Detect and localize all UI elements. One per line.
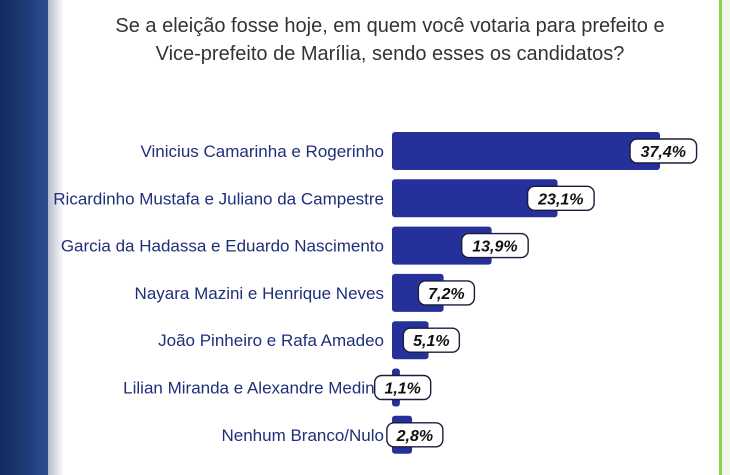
chart-question: Se a eleição fosse hoje, em quem você vo… bbox=[64, 12, 716, 68]
value-label-2: 23,1% bbox=[537, 191, 583, 208]
value-label-7: 2,8% bbox=[396, 428, 433, 445]
value-pill-1 bbox=[629, 138, 698, 164]
category-label-3: Garcia da Hadassa e Eduardo Nascimento bbox=[61, 237, 384, 256]
category-label-6: Lilian Miranda e Alexandre Medina bbox=[123, 379, 384, 398]
category-label-7: Nenhum Branco/Nulo bbox=[221, 426, 384, 445]
category-label-4: Nayara Mazini e Henrique Neves bbox=[135, 284, 384, 303]
value-pill-4 bbox=[417, 280, 476, 306]
category-label-5: João Pinheiro e Rafa Amadeo bbox=[158, 331, 384, 350]
value-pill-2 bbox=[526, 185, 595, 212]
value-pill-7 bbox=[386, 422, 444, 448]
left-band-shadow bbox=[48, 0, 64, 475]
question-line-1: Se a eleição fosse hoje, em quem você vo… bbox=[115, 15, 665, 37]
question-line-2: Vice-prefeito de Marília, sendo esses os… bbox=[155, 43, 625, 65]
value-label-1: 37,4% bbox=[641, 144, 686, 161]
value-label-3: 13,9% bbox=[472, 239, 517, 256]
right-accent-border bbox=[719, 0, 722, 475]
value-label-4: 7,2% bbox=[428, 286, 464, 303]
category-label-2: Ricardinho Mustafa e Juliano da Campestr… bbox=[53, 189, 384, 208]
value-pill-3 bbox=[460, 232, 529, 259]
value-pill-5 bbox=[402, 327, 461, 353]
value-label-5: 5,1% bbox=[413, 333, 449, 350]
value-label-6: 1,1% bbox=[384, 381, 420, 398]
left-decorative-band bbox=[0, 0, 48, 475]
bar-1 bbox=[392, 132, 660, 170]
category-label-1: Vinicius Camarinha e Rogerinho bbox=[141, 142, 385, 161]
bar-2 bbox=[392, 179, 558, 218]
value-pill-6 bbox=[373, 374, 432, 401]
right-margin bbox=[722, 0, 730, 475]
